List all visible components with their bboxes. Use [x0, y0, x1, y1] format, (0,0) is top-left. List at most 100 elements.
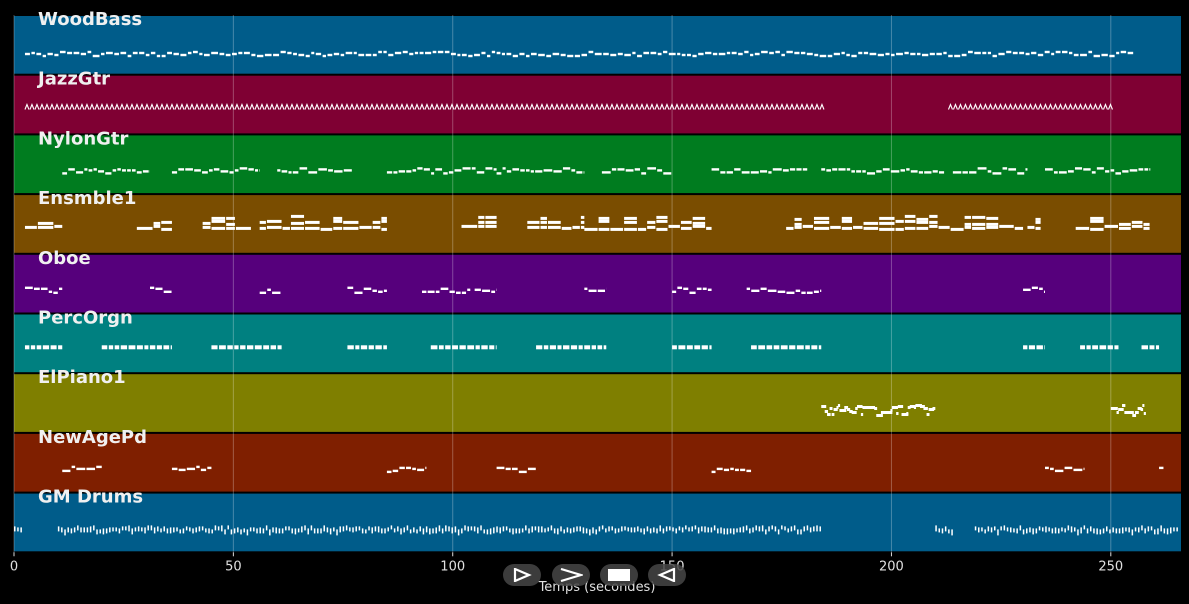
note — [724, 103, 730, 110]
note — [496, 466, 505, 470]
note — [751, 289, 760, 293]
note — [544, 103, 550, 110]
note — [880, 411, 888, 415]
note — [1122, 404, 1126, 408]
note — [866, 172, 876, 175]
note — [829, 407, 833, 411]
note — [477, 527, 479, 534]
note — [869, 52, 877, 56]
note — [387, 527, 389, 532]
track-label: ElPiano1 — [38, 367, 126, 388]
note — [621, 526, 623, 532]
note — [76, 467, 86, 471]
note — [284, 103, 290, 110]
note — [681, 53, 686, 57]
note — [359, 225, 372, 229]
note — [730, 467, 734, 471]
note — [824, 410, 829, 414]
note — [114, 345, 120, 350]
note — [196, 465, 200, 469]
rewind-button[interactable] — [648, 564, 686, 586]
note — [879, 227, 895, 231]
note — [598, 219, 610, 223]
note — [779, 103, 785, 110]
note — [435, 168, 443, 171]
note — [997, 103, 1003, 110]
note — [895, 227, 904, 231]
note — [729, 528, 732, 534]
note — [493, 527, 495, 534]
note — [394, 51, 402, 55]
note — [475, 345, 480, 350]
note — [1010, 527, 1012, 533]
note — [98, 170, 105, 173]
note — [414, 103, 420, 110]
note — [1107, 103, 1113, 110]
note — [423, 168, 430, 171]
note — [950, 227, 964, 231]
note — [202, 171, 208, 174]
note — [557, 345, 562, 350]
note — [454, 526, 457, 533]
note — [153, 221, 161, 225]
note — [547, 225, 561, 229]
note — [378, 290, 383, 294]
note — [637, 54, 642, 58]
note — [588, 50, 594, 54]
note — [1113, 407, 1118, 411]
note — [355, 526, 357, 532]
note — [541, 526, 543, 533]
note — [161, 227, 172, 231]
note — [1051, 52, 1055, 56]
note — [1026, 528, 1028, 534]
note — [511, 467, 518, 471]
fast-forward-button[interactable] — [552, 564, 590, 586]
play-button[interactable] — [503, 564, 541, 586]
note — [574, 103, 580, 110]
note — [1067, 103, 1073, 110]
note — [547, 220, 561, 224]
track-lane — [14, 314, 1181, 373]
note — [211, 226, 226, 230]
note — [692, 224, 706, 228]
note — [149, 103, 155, 110]
note — [502, 167, 506, 170]
note — [277, 345, 282, 350]
note — [1099, 529, 1102, 535]
note — [1090, 216, 1104, 220]
note — [720, 527, 722, 534]
note — [254, 103, 260, 110]
note — [64, 529, 66, 536]
note — [518, 470, 527, 474]
note — [48, 290, 53, 294]
note — [278, 528, 281, 534]
play-icon — [512, 568, 532, 582]
note — [862, 406, 870, 410]
stop-button[interactable] — [600, 564, 638, 586]
note — [174, 103, 180, 110]
note — [569, 103, 575, 110]
note — [239, 167, 248, 170]
note — [1032, 528, 1034, 535]
note — [1053, 171, 1058, 174]
note — [459, 345, 466, 350]
note — [1118, 528, 1121, 534]
note — [299, 103, 305, 110]
note — [559, 103, 565, 110]
note — [1062, 103, 1068, 110]
note — [786, 291, 795, 295]
note — [454, 169, 462, 172]
note — [451, 527, 453, 534]
note — [14, 526, 16, 532]
note — [557, 528, 559, 535]
note — [1002, 103, 1008, 110]
note — [287, 51, 292, 55]
note — [711, 470, 716, 474]
note — [755, 525, 757, 531]
note — [992, 172, 1002, 175]
note — [916, 226, 929, 230]
note — [389, 103, 395, 110]
note — [1074, 167, 1083, 170]
note — [76, 171, 84, 174]
note — [69, 103, 75, 110]
